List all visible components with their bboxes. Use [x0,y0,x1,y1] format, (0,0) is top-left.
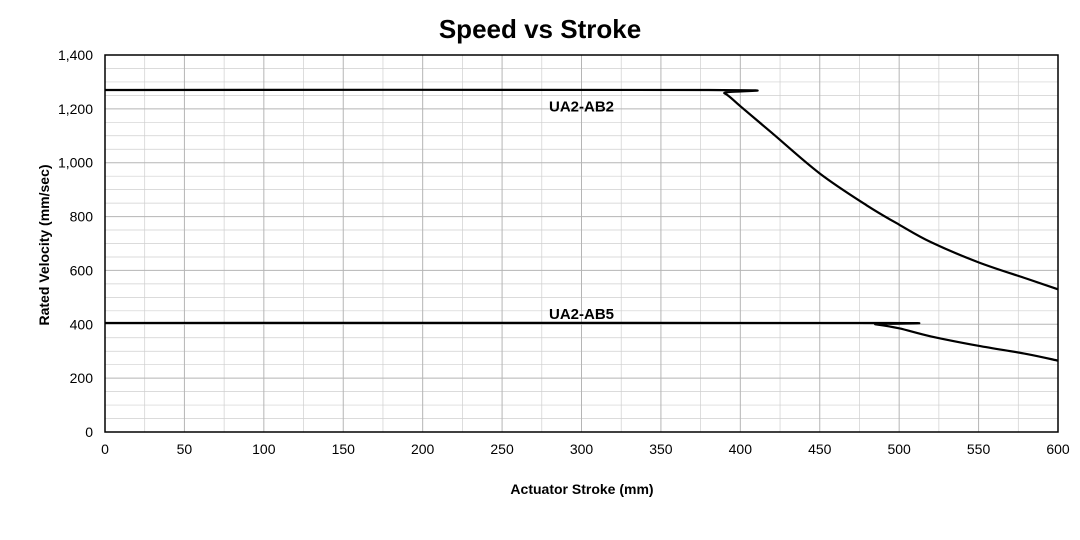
x-tick-label: 100 [252,441,276,457]
chart-title: Speed vs Stroke [439,14,641,44]
y-axis-label: Rated Velocity (mm/sec) [36,164,52,325]
series-label-ua2-ab5: UA2-AB5 [549,306,614,323]
x-tick-label: 150 [332,441,356,457]
x-tick-label: 50 [177,441,193,457]
series-line-ua2-ab5 [104,321,1059,362]
x-tick-label: 300 [570,441,594,457]
x-tick-label: 200 [411,441,435,457]
y-tick-label: 0 [85,424,93,440]
y-tick-label: 200 [70,370,94,386]
x-axis-tick-labels: 0 50 100 150 200 250 300 350 400 450 500 550 600 [101,441,1070,457]
y-tick-label: 1,000 [58,155,93,171]
x-tick-label: 550 [967,441,991,457]
series-label-ua2-ab2: UA2-AB2 [549,99,614,116]
x-axis-label: Actuator Stroke (mm) [510,481,653,497]
plot-area-frame [104,54,1059,433]
y-tick-label: 800 [70,209,94,225]
x-tick-label: 600 [1046,441,1070,457]
series-lines [104,88,1059,362]
x-tick-label: 450 [808,441,832,457]
x-tick-label: 250 [490,441,514,457]
x-tick-label: 350 [649,441,673,457]
series-line-ua2-ab2 [104,88,1059,291]
x-tick-label: 400 [729,441,753,457]
x-tick-label: 0 [101,441,109,457]
y-tick-label: 1,200 [58,101,93,117]
series-labels: UA2-AB2 UA2-AB5 [549,99,614,323]
x-tick-label: 500 [887,441,911,457]
y-tick-label: 400 [70,316,94,332]
y-tick-label: 600 [70,262,94,278]
y-tick-label: 1,400 [58,47,93,63]
y-axis-tick-labels: 0 200 400 600 800 1,000 1,200 1,400 [58,47,93,440]
